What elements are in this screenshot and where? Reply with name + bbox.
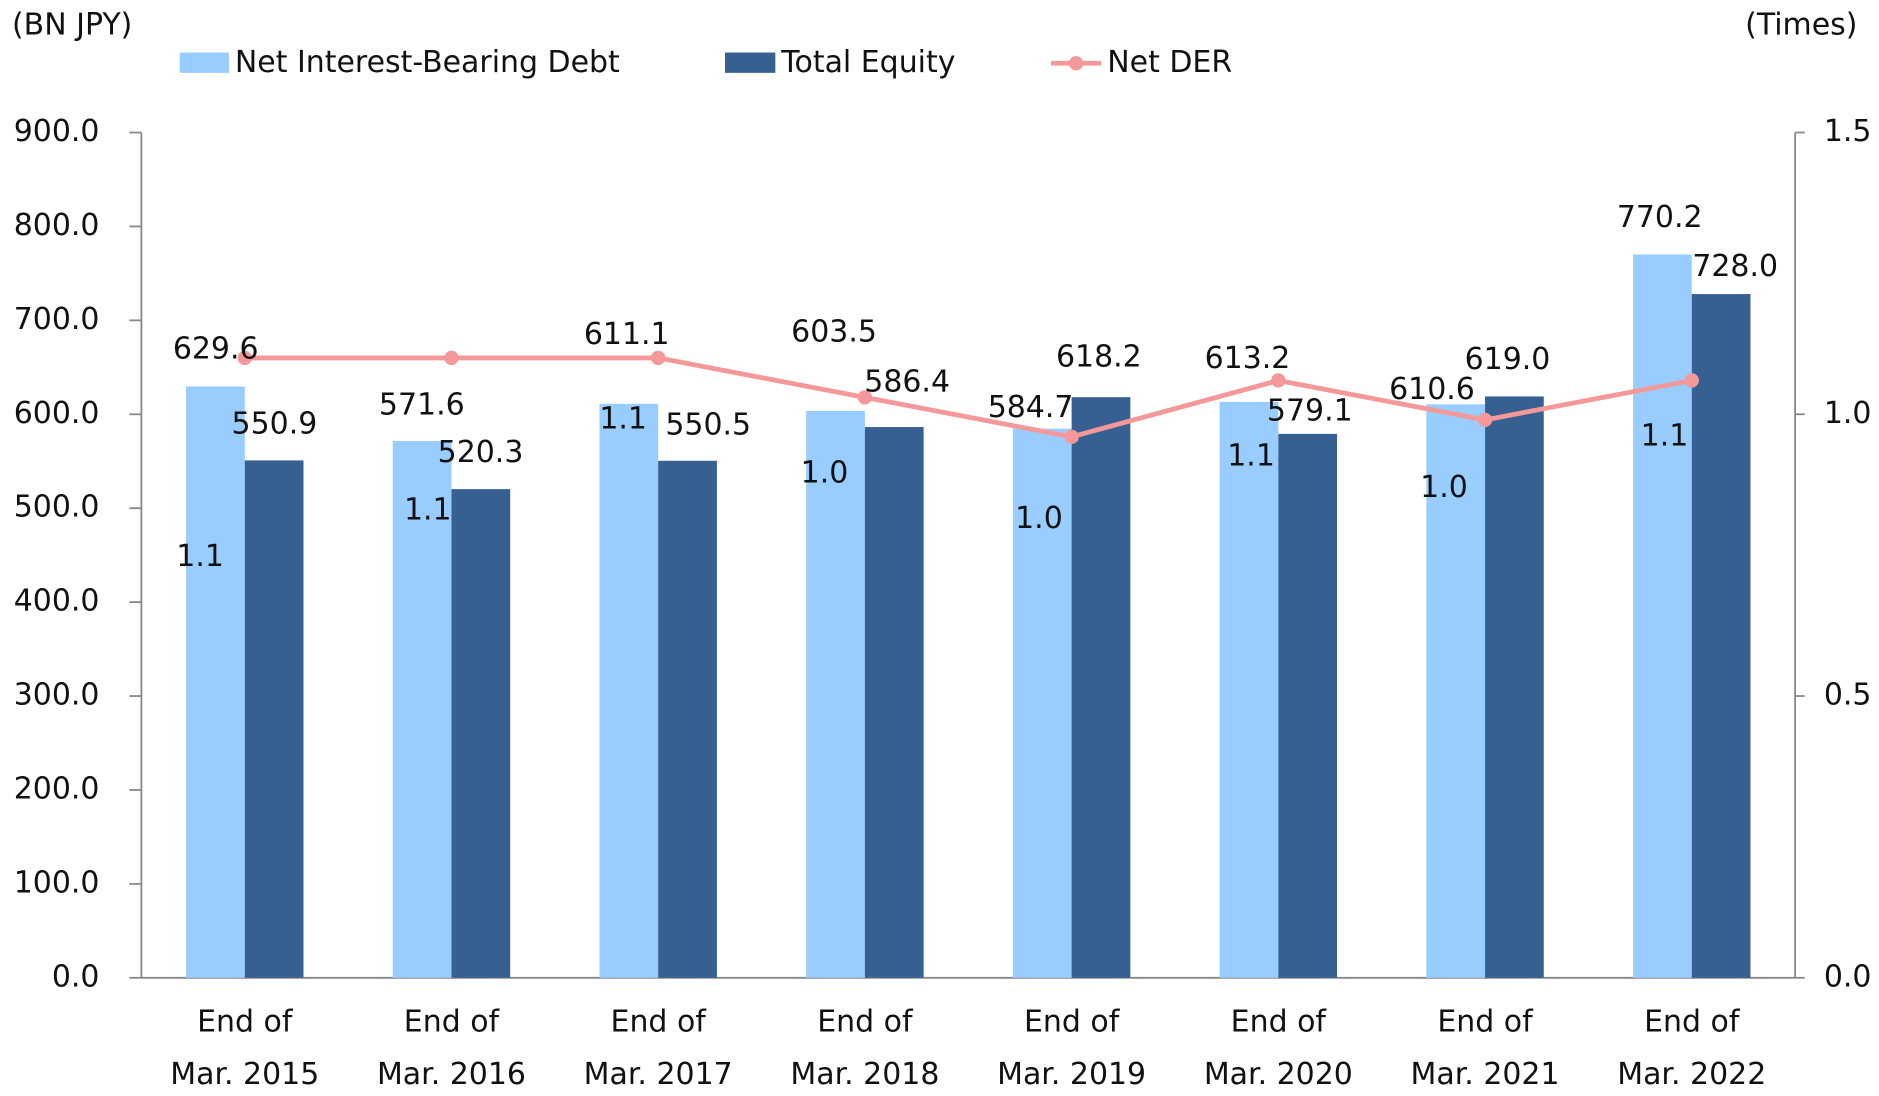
legend-label: Net Interest-Bearing Debt — [235, 45, 620, 80]
data-label: 619.0 — [1465, 342, 1551, 377]
data-label: 1.0 — [1015, 501, 1063, 536]
data-label: 629.6 — [173, 331, 259, 366]
bar — [186, 386, 245, 978]
x-tick-label: End of — [1024, 1005, 1121, 1040]
bar — [451, 489, 511, 978]
x-tick-label: End of — [197, 1005, 294, 1040]
y-tick-label: 800.0 — [14, 208, 100, 243]
x-tick-label: Mar. 2018 — [790, 1057, 939, 1092]
bar — [1633, 254, 1692, 978]
legend-swatch — [179, 52, 229, 73]
x-tick-label: End of — [611, 1005, 708, 1040]
legend-label: Total Equity — [780, 45, 955, 80]
bar — [1012, 428, 1072, 978]
bar — [806, 410, 865, 978]
y-tick-label: 0.0 — [52, 959, 100, 994]
y-tick-label: 900.0 — [14, 114, 100, 149]
bar — [392, 440, 452, 978]
data-label: 550.5 — [665, 408, 751, 443]
data-label: 550.9 — [232, 407, 318, 442]
data-label: 1.1 — [599, 402, 647, 437]
marker — [444, 350, 459, 366]
y-tick-label: 100.0 — [14, 865, 100, 900]
x-tick-label: Mar. 2021 — [1411, 1057, 1560, 1092]
line — [244, 355, 1693, 440]
y2-unit: (Times) — [1745, 8, 1857, 43]
data-label: 1.1 — [1641, 419, 1689, 454]
legend-label: Net DER — [1107, 45, 1232, 80]
x-tick-label: Mar. 2022 — [1617, 1057, 1766, 1092]
data-label: 728.0 — [1692, 249, 1778, 284]
data-label: 584.7 — [988, 390, 1074, 425]
legend-swatch — [724, 52, 776, 73]
bar — [599, 403, 659, 978]
x-tick-label: End of — [1231, 1005, 1328, 1040]
y-tick-label: 500.0 — [14, 490, 100, 525]
y-tick-label: 200.0 — [14, 771, 100, 806]
y-tick-label: 400.0 — [14, 584, 100, 619]
marker — [1684, 373, 1699, 388]
y2-tick-label: 0.5 — [1824, 678, 1872, 713]
legend-swatch — [1068, 56, 1084, 71]
x-tick-label: Mar. 2019 — [997, 1057, 1146, 1092]
bar — [1071, 397, 1131, 978]
y2-tick-label: 0.0 — [1824, 959, 1872, 994]
y2-tick-label: 1.5 — [1824, 114, 1872, 149]
marker — [1064, 429, 1079, 444]
y-tick-label: 300.0 — [14, 678, 100, 713]
marker — [1271, 373, 1286, 388]
marker — [857, 390, 873, 405]
data-label: 618.2 — [1056, 340, 1142, 375]
x-tick-label: Mar. 2017 — [584, 1057, 733, 1092]
y-unit: (BN JPY) — [12, 8, 132, 43]
marker — [237, 350, 252, 366]
data-label: 1.1 — [176, 539, 224, 574]
data-label: 571.6 — [379, 387, 465, 422]
data-label: 603.5 — [791, 315, 877, 350]
x-tick-label: Mar. 2016 — [377, 1057, 526, 1092]
data-label: 1.1 — [1227, 439, 1275, 474]
data-label: 586.4 — [864, 365, 950, 400]
data-label: 610.6 — [1389, 372, 1475, 407]
marker — [1477, 412, 1493, 428]
x-tick-label: End of — [1437, 1005, 1534, 1040]
y-tick-label: 600.0 — [14, 396, 100, 431]
bar — [864, 427, 924, 978]
y-tick-label: 700.0 — [14, 302, 100, 337]
bar — [1219, 401, 1279, 978]
data-label: 770.2 — [1617, 200, 1703, 235]
bar — [1691, 294, 1751, 978]
y2-tick-label: 1.0 — [1824, 396, 1872, 431]
x-tick-label: End of — [817, 1005, 914, 1040]
data-label: 1.0 — [1420, 470, 1468, 505]
data-label: 611.1 — [584, 317, 670, 352]
data-label: 1.0 — [801, 456, 849, 491]
data-label: 1.1 — [404, 493, 452, 528]
x-tick-label: Mar. 2015 — [170, 1057, 319, 1092]
marker — [650, 350, 666, 366]
bar — [1485, 396, 1544, 978]
bar — [658, 460, 717, 978]
bar — [1278, 433, 1338, 978]
bar — [244, 460, 304, 978]
x-tick-label: Mar. 2020 — [1204, 1057, 1353, 1092]
data-label: 579.1 — [1267, 393, 1353, 428]
data-label: 520.3 — [438, 435, 524, 470]
data-label: 613.2 — [1205, 341, 1291, 376]
bar — [1426, 404, 1486, 978]
x-tick-label: End of — [404, 1005, 501, 1040]
x-tick-label: End of — [1644, 1005, 1741, 1040]
